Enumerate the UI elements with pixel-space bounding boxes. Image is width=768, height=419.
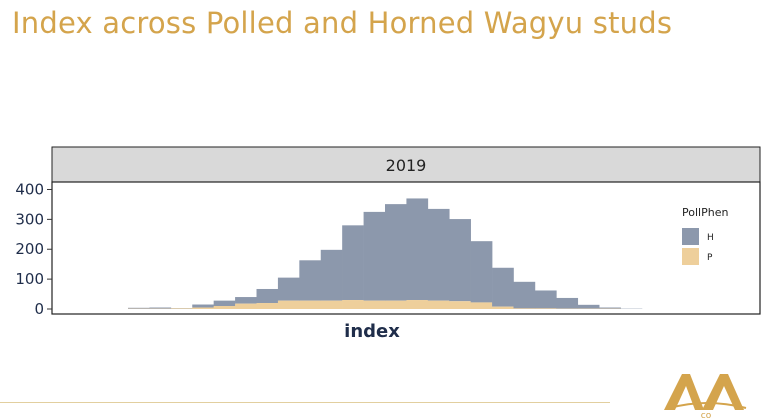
footer-divider	[0, 402, 610, 403]
bar-P	[320, 300, 343, 309]
bar-P	[170, 308, 193, 309]
bar-P	[342, 300, 364, 309]
bar-P	[213, 306, 236, 309]
logo-co-text: co	[701, 411, 712, 419]
logo-swoosh	[669, 402, 747, 409]
bar-H	[256, 288, 279, 304]
slide-title: Index across Polled and Horned Wagyu stu…	[12, 6, 673, 40]
bar-P	[534, 308, 557, 309]
y-tick-label: 400	[15, 180, 44, 198]
facet-strip: 2019	[51, 146, 761, 183]
bar-P	[192, 307, 214, 309]
bar-P	[385, 300, 407, 309]
bar-H	[213, 300, 236, 307]
logo-letter-a-right	[702, 374, 744, 410]
aa-co-logo: co	[664, 374, 747, 419]
bar-H	[556, 297, 579, 309]
bar-H	[320, 249, 343, 301]
facet-strip-background	[51, 146, 761, 183]
bar-P	[406, 300, 429, 309]
legend-swatch-H	[682, 228, 699, 245]
bar-H	[277, 277, 300, 301]
bar-H	[299, 260, 322, 301]
bar-H	[492, 267, 514, 307]
y-tick-label: 300	[15, 210, 44, 228]
bar-H	[513, 281, 536, 309]
legend-title: PollPhen	[682, 206, 728, 219]
legend: PollPhen HP	[682, 206, 728, 265]
bar-P	[256, 303, 279, 309]
y-axis: 0 100 200 300 400	[15, 180, 52, 318]
bar-H	[470, 241, 493, 303]
bar-H	[235, 297, 257, 304]
bar-P	[492, 306, 514, 309]
bar-P	[235, 303, 257, 309]
bar-H	[534, 290, 557, 309]
logo-letter-a-left	[664, 374, 704, 410]
bar-H	[599, 307, 621, 309]
bar-H	[385, 204, 407, 301]
y-tick-label: 200	[15, 240, 44, 258]
y-tick-label: 0	[34, 300, 44, 318]
bar-P	[427, 300, 450, 309]
legend-label-P: P	[707, 253, 713, 263]
y-tick-label: 100	[15, 270, 44, 288]
facet-label: 2019	[386, 156, 427, 175]
bar-P	[470, 302, 493, 309]
bar-H	[449, 219, 471, 302]
bar-P	[513, 308, 536, 309]
bar-H	[427, 208, 450, 301]
bar-H	[149, 307, 172, 309]
bar-H	[342, 225, 364, 301]
bar-H	[128, 307, 150, 309]
bar-P	[277, 300, 300, 309]
bar-H	[192, 304, 214, 308]
bar-P	[299, 300, 322, 309]
x-axis-label: index	[344, 321, 400, 342]
legend-swatch-P	[682, 248, 699, 265]
bar-H	[363, 211, 386, 301]
histogram-bars	[128, 198, 643, 309]
bar-P	[449, 301, 471, 309]
bar-P	[363, 300, 386, 309]
bar-H	[406, 198, 429, 301]
legend-label-H: H	[707, 233, 714, 243]
bar-H	[577, 304, 600, 309]
